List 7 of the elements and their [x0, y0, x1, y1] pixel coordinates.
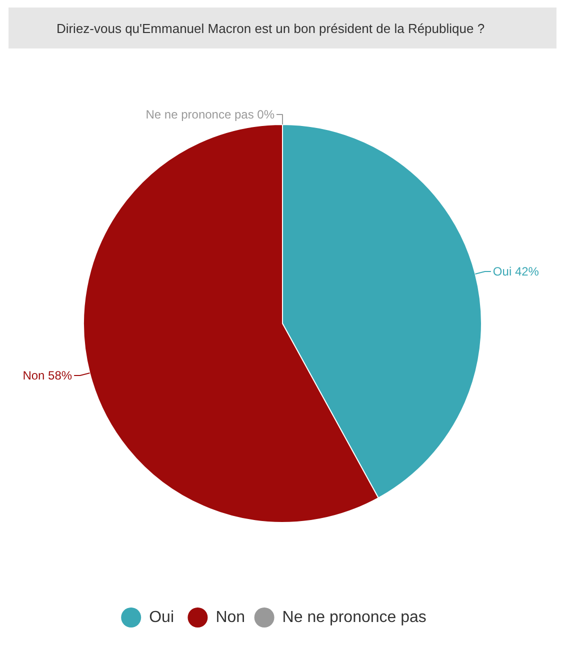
chart-title: Diriez-vous qu'Emmanuel Macron est un bon président de la République ? — [56, 21, 485, 36]
legend-label: Oui — [149, 609, 174, 626]
text: Ne ne prononce pas 0% — [146, 108, 275, 122]
legend-label: Ne ne prononce pas — [282, 609, 426, 626]
legend-label: Non — [216, 609, 246, 626]
data-label: Non 58% — [22, 368, 72, 382]
data-label: Oui 42% — [492, 264, 540, 279]
